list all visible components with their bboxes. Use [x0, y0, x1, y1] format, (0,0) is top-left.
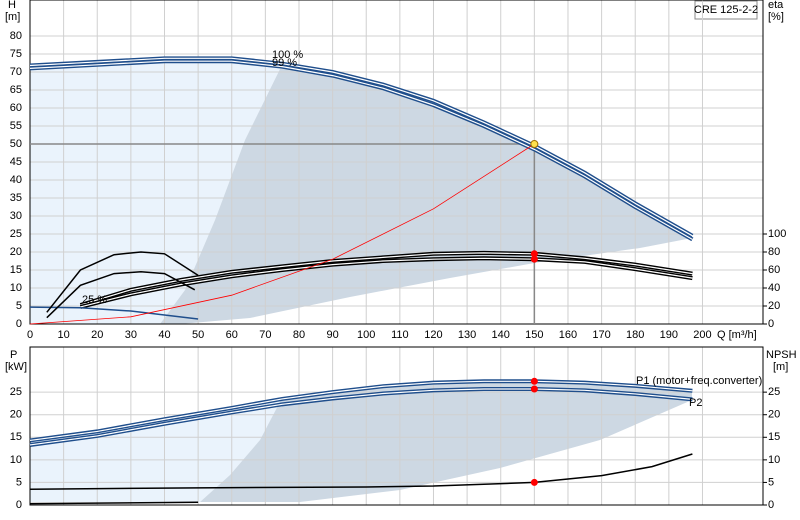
y-tick-label: 55	[10, 120, 22, 132]
duty-dot	[530, 255, 538, 263]
y2-axis-label: eta	[768, 0, 784, 11]
x-tick-label: 90	[326, 329, 338, 341]
y2-tick-label: 15	[768, 431, 780, 443]
title-box	[694, 0, 758, 20]
y2-tick-label: 20	[768, 300, 780, 312]
x-tick-label: 60	[226, 329, 238, 341]
y-tick-label: 5	[16, 300, 22, 312]
y-tick-label: 80	[10, 30, 22, 42]
y2-tick-label: 0	[768, 318, 774, 330]
plot-frame	[29, 0, 764, 325]
x-tick-label: 150	[525, 329, 543, 341]
duty-dot	[530, 250, 538, 258]
duty-dot	[530, 377, 538, 385]
curve-label: P1 (motor+freq.converter)	[636, 375, 762, 387]
y-tick-label: 10	[10, 454, 22, 466]
y-tick-label: 70	[10, 66, 22, 78]
y2-axis-unit: [m]	[773, 361, 788, 373]
y-axis-unit: [kW]	[5, 361, 27, 373]
y-tick-label: 60	[10, 102, 22, 114]
y2-tick-label: 80	[768, 246, 780, 258]
y-tick-label: 45	[10, 156, 22, 168]
x-tick-label: 10	[57, 329, 69, 341]
x-tick-label: 0	[27, 329, 33, 341]
x-tick-label: 40	[158, 329, 170, 341]
x-tick-label: 100	[357, 329, 375, 341]
y-tick-label: 20	[10, 409, 22, 421]
curve-label: P2	[689, 397, 702, 409]
x-tick-label: 50	[192, 329, 204, 341]
y-axis-unit: [m]	[5, 11, 20, 23]
curve	[29, 143, 535, 325]
range-light	[30, 398, 282, 502]
y-tick-label: 20	[10, 246, 22, 258]
y-tick-label: 65	[10, 84, 22, 96]
x-tick-label: 110	[391, 329, 409, 341]
y-tick-label: 40	[10, 174, 22, 186]
y2-tick-label: 5	[768, 476, 774, 488]
y-tick-label: 15	[10, 431, 22, 443]
x-tick-label: 140	[492, 329, 510, 341]
x-tick-label: 120	[424, 329, 442, 341]
y2-tick-label: 100	[768, 228, 786, 240]
chart-title: CRE 125-2-2	[694, 4, 758, 16]
curve-inner	[29, 60, 693, 240]
y-tick-label: 25	[10, 228, 22, 240]
x-tick-label: 20	[91, 329, 103, 341]
x-tick-label: 80	[293, 329, 305, 341]
curve-label: 100 %	[272, 49, 303, 61]
curve	[46, 251, 199, 313]
y-axis-label: H	[8, 0, 16, 11]
x-tick-label: 200	[693, 329, 711, 341]
y-tick-label: 50	[10, 138, 22, 150]
x-tick-label: 160	[559, 329, 577, 341]
curve-label: 99 %	[272, 57, 297, 69]
curve-inner	[29, 380, 693, 442]
y-tick-label: 25	[10, 386, 22, 398]
y2-tick-label: 25	[768, 386, 780, 398]
y2-tick-label: 0	[768, 499, 774, 511]
x-tick-label: 70	[259, 329, 271, 341]
x-tick-label: 170	[592, 329, 610, 341]
x-tick-label: 190	[660, 329, 678, 341]
curve-inner	[80, 252, 693, 306]
y-tick-label: 5	[16, 476, 22, 488]
y-tick-label: 0	[16, 318, 22, 330]
x-tick-label: 180	[626, 329, 644, 341]
x-tick-label: 130	[458, 329, 476, 341]
y-axis-label: P	[10, 349, 17, 361]
y2-tick-label: 10	[768, 454, 780, 466]
curve-inner	[80, 257, 693, 308]
curve-inner	[29, 388, 693, 446]
range-light	[30, 59, 282, 324]
y2-axis-label: NPSH	[766, 349, 797, 361]
y2-tick-label: 60	[768, 264, 780, 276]
y-tick-label: 15	[10, 264, 22, 276]
y-tick-label: 0	[16, 499, 22, 511]
y-tick-label: 30	[10, 210, 22, 222]
plot-frame	[29, 346, 764, 506]
curve-inner	[29, 57, 693, 237]
x-tick-label: 30	[125, 329, 137, 341]
y2-axis-unit: [%]	[768, 11, 784, 23]
y-tick-label: 10	[10, 282, 22, 294]
duty-point	[530, 140, 539, 148]
duty-dot	[530, 478, 538, 486]
curve	[29, 453, 693, 490]
y2-tick-label: 40	[768, 282, 780, 294]
curve	[29, 501, 199, 505]
y2-tick-label: 20	[768, 409, 780, 421]
range-gray	[200, 380, 692, 502]
duty-dot	[530, 385, 538, 393]
x-axis-label: Q [m³/h]	[717, 329, 757, 341]
y-tick-label: 75	[10, 48, 22, 60]
curve-label: 25 %	[82, 294, 107, 306]
y-tick-label: 35	[10, 192, 22, 204]
curve	[29, 306, 199, 320]
curve	[46, 271, 196, 319]
